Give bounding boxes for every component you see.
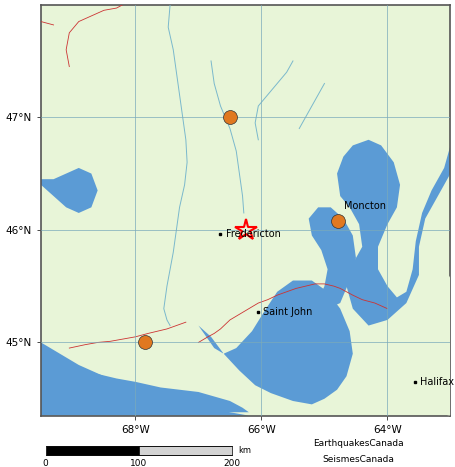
Polygon shape — [41, 342, 249, 416]
Polygon shape — [308, 207, 356, 309]
Text: SeismesCanada: SeismesCanada — [323, 455, 394, 464]
Point — [141, 339, 148, 346]
Text: EarthquakesCanada: EarthquakesCanada — [313, 439, 404, 448]
Polygon shape — [293, 5, 450, 325]
Polygon shape — [41, 168, 98, 213]
Text: Fredericton: Fredericton — [226, 229, 280, 239]
Text: 100: 100 — [130, 459, 147, 467]
Polygon shape — [233, 390, 450, 416]
Text: Halifax: Halifax — [420, 377, 454, 387]
Text: Saint John: Saint John — [263, 307, 313, 317]
Polygon shape — [413, 275, 450, 416]
Point — [335, 217, 342, 225]
Polygon shape — [41, 354, 249, 412]
Text: Moncton: Moncton — [344, 201, 386, 211]
Polygon shape — [41, 5, 450, 416]
Point — [226, 113, 233, 121]
Text: 200: 200 — [223, 459, 240, 467]
Polygon shape — [198, 281, 353, 404]
Text: 0: 0 — [43, 459, 49, 467]
Text: km: km — [238, 446, 251, 455]
